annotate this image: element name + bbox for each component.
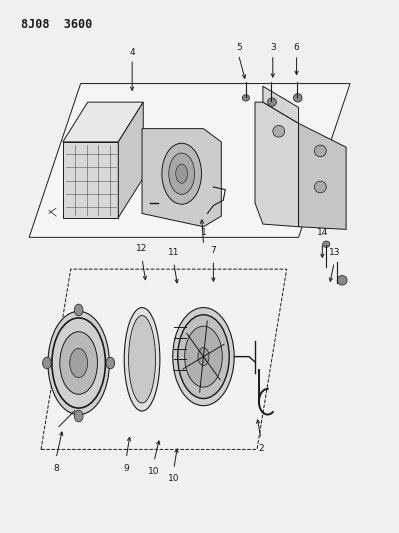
Ellipse shape bbox=[162, 143, 201, 204]
Ellipse shape bbox=[185, 326, 222, 387]
Ellipse shape bbox=[176, 164, 188, 183]
Text: 3: 3 bbox=[270, 43, 276, 52]
Polygon shape bbox=[142, 128, 221, 227]
Polygon shape bbox=[63, 142, 118, 217]
Text: 12: 12 bbox=[136, 244, 148, 253]
Ellipse shape bbox=[43, 357, 51, 369]
Ellipse shape bbox=[293, 94, 302, 102]
Ellipse shape bbox=[242, 95, 249, 101]
Text: 6: 6 bbox=[294, 43, 299, 52]
Ellipse shape bbox=[128, 316, 156, 403]
Text: 8: 8 bbox=[53, 464, 59, 473]
Ellipse shape bbox=[74, 304, 83, 316]
Text: 10: 10 bbox=[168, 474, 180, 483]
Ellipse shape bbox=[70, 349, 87, 377]
Polygon shape bbox=[41, 269, 286, 449]
Polygon shape bbox=[29, 84, 350, 237]
Ellipse shape bbox=[173, 308, 234, 406]
Ellipse shape bbox=[169, 153, 195, 195]
Ellipse shape bbox=[48, 311, 109, 415]
Text: 11: 11 bbox=[168, 248, 180, 257]
Text: 10: 10 bbox=[148, 467, 160, 476]
Ellipse shape bbox=[323, 241, 330, 247]
Polygon shape bbox=[298, 123, 346, 229]
Ellipse shape bbox=[273, 125, 285, 137]
Text: 14: 14 bbox=[317, 228, 328, 237]
Ellipse shape bbox=[60, 332, 97, 394]
Ellipse shape bbox=[268, 98, 277, 107]
Text: 5: 5 bbox=[236, 43, 242, 52]
Ellipse shape bbox=[74, 410, 83, 422]
Text: 8J08  3600: 8J08 3600 bbox=[21, 18, 93, 31]
Ellipse shape bbox=[314, 181, 326, 193]
Polygon shape bbox=[118, 102, 143, 217]
Text: 13: 13 bbox=[328, 248, 340, 257]
Ellipse shape bbox=[314, 145, 326, 157]
Polygon shape bbox=[263, 86, 298, 123]
Ellipse shape bbox=[198, 348, 209, 366]
Text: 4: 4 bbox=[129, 48, 135, 57]
Polygon shape bbox=[63, 102, 143, 142]
Text: 7: 7 bbox=[211, 246, 216, 255]
Text: 1: 1 bbox=[201, 228, 206, 237]
Ellipse shape bbox=[124, 308, 160, 411]
Ellipse shape bbox=[178, 315, 229, 399]
Ellipse shape bbox=[337, 276, 347, 285]
Text: 2: 2 bbox=[258, 444, 264, 453]
Polygon shape bbox=[255, 102, 298, 227]
Ellipse shape bbox=[106, 357, 115, 369]
Text: 9: 9 bbox=[123, 464, 129, 473]
